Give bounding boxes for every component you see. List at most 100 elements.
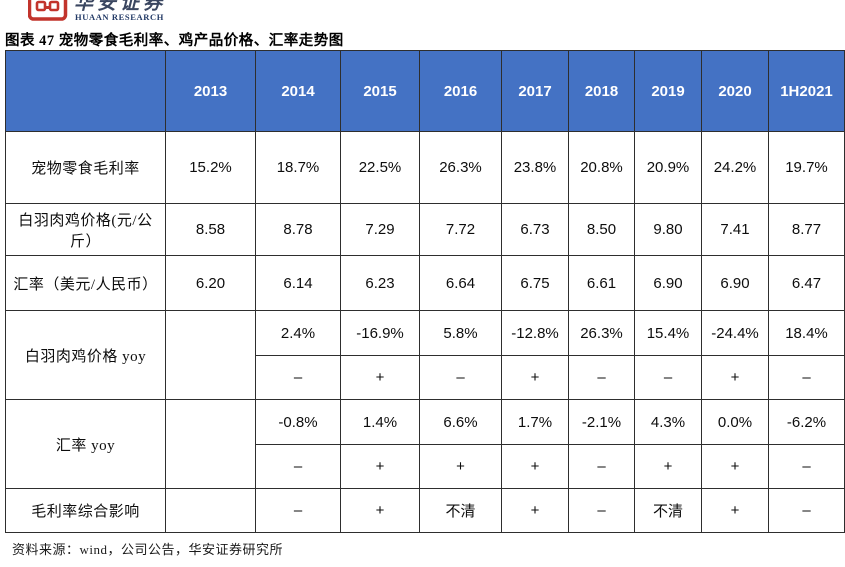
huaan-logo-icon [28,0,68,21]
value-cell: 2.4% [255,310,341,356]
value-cell: -6.2% [768,399,845,445]
row-label: 白羽肉鸡价格(元/公斤） [5,203,166,256]
value-cell: 7.72 [419,203,502,256]
value-cell: 18.7% [255,131,341,204]
value-cell: 15.2% [165,131,256,204]
value-cell: 19.7% [768,131,845,204]
value-cell: 5.8% [419,310,502,356]
row-chicken-yoy-values: 白羽肉鸡价格 yoy 2.4% -16.9% 5.8% -12.8% 26.3%… [5,310,845,400]
year-header-2018: 2018 [568,50,635,132]
year-header-2015: 2015 [340,50,420,132]
value-cell: 8.78 [255,203,341,256]
row-fx-yoy-values: 汇率 yoy -0.8% 1.4% 6.6% 1.7% -2.1% 4.3% 0… [5,399,845,489]
value-cell: 6.90 [701,255,769,311]
value-cell: 23.8% [501,131,569,204]
row-label: 白羽肉鸡价格 yoy [5,310,166,400]
value-cell: 18.4% [768,310,845,356]
value-cell: 22.5% [340,131,420,204]
year-header-2016: 2016 [419,50,502,132]
sign-cell: + [501,488,569,533]
value-cell: 0.0% [701,399,769,445]
sign-cell: – [568,355,635,400]
sign-cell: + [501,444,569,489]
row-label: 宠物零食毛利率 [5,131,166,204]
data-table: 2013 2014 2015 2016 2017 2018 2019 2020 … [5,50,845,533]
sign-cell: + [701,488,769,533]
corner-cell [5,50,166,132]
empty-cell [165,399,256,489]
value-cell: -24.4% [701,310,769,356]
year-header-2019: 2019 [634,50,702,132]
source-note: 资料来源：wind，公司公告，华安证券研究所 [12,542,284,557]
sign-cell: – [768,355,845,400]
sign-cell: 不清 [419,488,502,533]
sign-cell: + [419,444,502,489]
year-header-2014: 2014 [255,50,341,132]
table-header-row: 2013 2014 2015 2016 2017 2018 2019 2020 … [5,50,845,132]
brand-calligraphy: 华安证券 [74,0,167,12]
sign-cell: – [768,488,845,533]
value-cell: 6.20 [165,255,256,311]
value-cell: 20.8% [568,131,635,204]
value-cell: 6.64 [419,255,502,311]
row-fx-yoy-signs: – + + + – + + – [6,444,845,489]
value-cell: 20.9% [634,131,702,204]
value-cell: -2.1% [568,399,635,445]
sign-cell: + [340,355,420,400]
value-cell: 9.80 [634,203,702,256]
brand-block [28,0,68,27]
sign-cell: + [634,444,702,489]
sign-cell: – [568,488,635,533]
value-cell: 6.14 [255,255,341,311]
value-cell: 6.73 [501,203,569,256]
value-cell: 26.3% [419,131,502,204]
empty-cell [165,488,256,533]
year-header-1h2021: 1H2021 [768,50,845,132]
value-cell: 26.3% [568,310,635,356]
year-header-2013: 2013 [165,50,256,132]
value-cell: -16.9% [340,310,420,356]
sign-cell: – [255,444,341,489]
value-cell: 4.3% [634,399,702,445]
value-cell: 7.29 [340,203,420,256]
sign-cell: – [255,355,341,400]
sign-cell: + [340,444,420,489]
value-cell: 6.75 [501,255,569,311]
sign-cell: + [340,488,420,533]
row-label: 汇率（美元/人民币） [5,255,166,311]
value-cell: 1.7% [501,399,569,445]
value-cell: 24.2% [701,131,769,204]
row-combined-effect: 毛利率综合影响 – + 不清 + – 不清 + – [5,488,845,533]
row-label: 汇率 yoy [5,399,166,489]
row-label: 毛利率综合影响 [5,488,166,533]
sign-cell: – [255,488,341,533]
value-cell: 6.23 [340,255,420,311]
value-cell: 1.4% [340,399,420,445]
sign-cell: + [701,355,769,400]
row-chicken-price: 白羽肉鸡价格(元/公斤） 8.58 8.78 7.29 7.72 6.73 8.… [5,203,845,256]
sign-cell: – [568,444,635,489]
sign-cell: – [634,355,702,400]
row-pet-snack-margin: 宠物零食毛利率 15.2% 18.7% 22.5% 26.3% 23.8% 20… [5,131,845,204]
row-chicken-yoy-signs: – + – + – – + – [6,355,845,400]
value-cell: 6.47 [768,255,845,311]
year-header-2020: 2020 [701,50,769,132]
sign-cell: + [701,444,769,489]
empty-cell [165,310,256,400]
sign-cell: – [419,355,502,400]
brand-english-name: HUAAN RESEARCH [75,12,164,22]
value-cell: 8.50 [568,203,635,256]
value-cell: 8.58 [165,203,256,256]
year-header-2017: 2017 [501,50,569,132]
sign-cell: – [768,444,845,489]
sign-cell: + [501,355,569,400]
value-cell: 7.41 [701,203,769,256]
value-cell: -0.8% [255,399,341,445]
value-cell: 6.90 [634,255,702,311]
row-exchange-rate: 汇率（美元/人民币） 6.20 6.14 6.23 6.64 6.75 6.61… [5,255,845,311]
figure-title: 图表 47 宠物零食毛利率、鸡产品价格、汇率走势图 [5,33,344,49]
value-cell: 6.6% [419,399,502,445]
value-cell: 6.61 [568,255,635,311]
value-cell: 8.77 [768,203,845,256]
